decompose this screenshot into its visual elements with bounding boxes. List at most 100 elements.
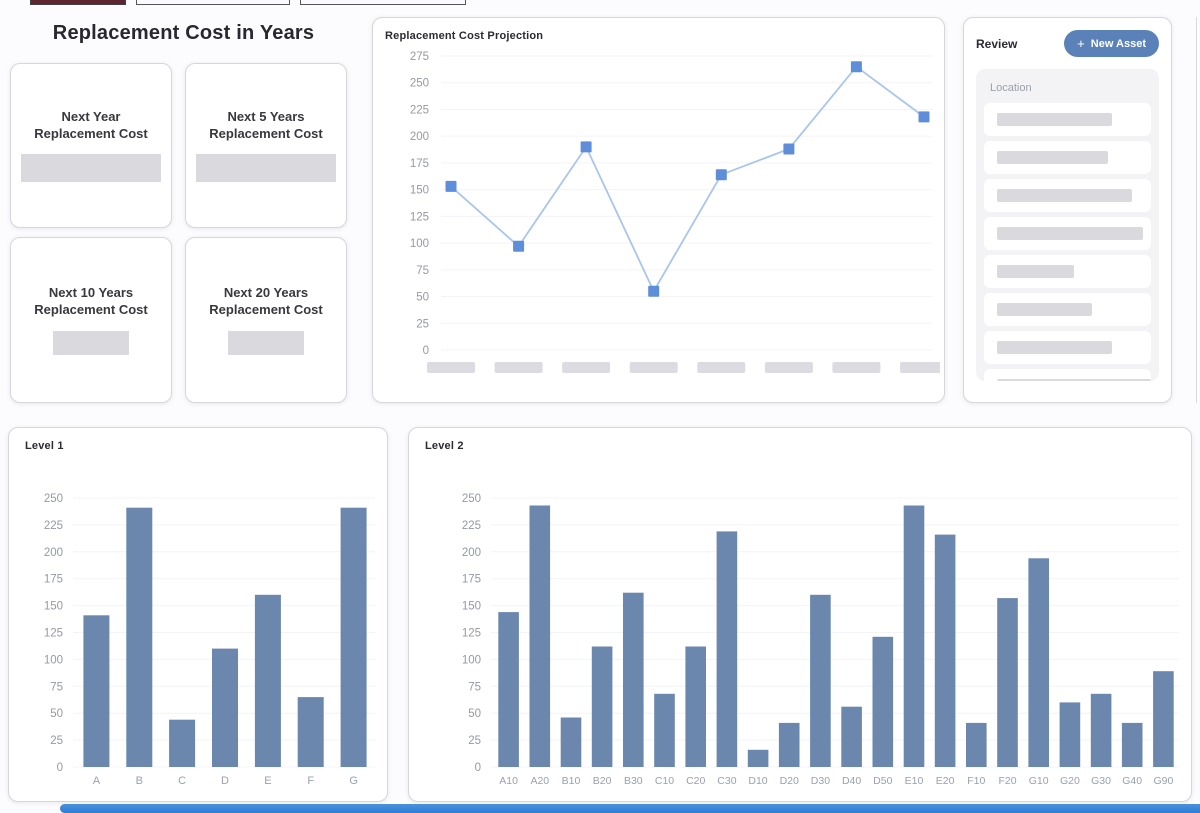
y-tick-label: 225 (462, 520, 481, 532)
redacted-location-text (997, 379, 1151, 381)
y-tick-label: 100 (462, 654, 481, 666)
x-tick-label: B (136, 775, 143, 787)
line-marker (715, 169, 727, 181)
bar (126, 507, 153, 767)
redacted-x-label (764, 362, 813, 373)
line-marker (783, 143, 795, 155)
location-row[interactable] (984, 331, 1151, 364)
bar (623, 592, 644, 767)
review-panel: Review + New Asset Location (963, 17, 1172, 403)
y-tick-label: 200 (44, 547, 63, 559)
bar (1028, 558, 1049, 767)
bar (872, 636, 894, 767)
cutoff-tab-1 (30, 0, 126, 5)
card-label: Next 20 Years Replacement Cost (209, 285, 323, 317)
bar (934, 534, 956, 767)
review-title: Review (976, 36, 1018, 51)
line-marker (513, 240, 525, 252)
line-marker (918, 111, 930, 123)
bar (212, 648, 238, 767)
y-tick-label: 225 (44, 520, 63, 532)
x-tick-label: E20 (936, 775, 955, 787)
location-row[interactable] (984, 255, 1151, 288)
plus-icon: + (1077, 36, 1085, 51)
bar (591, 646, 613, 767)
bar (997, 598, 1018, 767)
bar (966, 722, 987, 767)
redacted-x-label (562, 362, 611, 373)
bar (254, 594, 281, 767)
y-tick-label: 225 (410, 104, 429, 116)
y-tick-label: 100 (410, 238, 429, 250)
y-tick-label: 75 (50, 681, 63, 693)
y-tick-label: 150 (462, 601, 481, 613)
bar (810, 594, 831, 767)
redacted-x-label (629, 362, 678, 373)
redacted-x-label (427, 362, 475, 373)
redacted-x-label (697, 362, 746, 373)
new-asset-button-label: New Asset (1090, 37, 1146, 50)
bar (747, 749, 769, 767)
x-tick-label: G (349, 775, 358, 787)
redacted-x-label (900, 362, 940, 373)
x-tick-label: G20 (1060, 775, 1080, 787)
redacted-location-text (997, 189, 1132, 202)
adjacent-element-edge (1196, 17, 1197, 403)
redacted-location-text (997, 265, 1074, 278)
x-tick-label: B10 (562, 775, 581, 787)
level2-chart-title: Level 2 (425, 440, 464, 452)
location-row[interactable] (984, 103, 1151, 136)
y-tick-label: 75 (416, 265, 429, 277)
redacted-location-text (997, 113, 1112, 126)
y-tick-label: 0 (475, 762, 481, 774)
y-tick-label: 50 (468, 708, 481, 720)
location-row[interactable] (984, 293, 1151, 326)
redacted-x-label (832, 362, 881, 373)
line-marker (580, 141, 592, 153)
x-tick-label: G10 (1029, 775, 1049, 787)
x-tick-label: C10 (655, 775, 674, 787)
line-marker (445, 180, 457, 192)
redacted-value-placeholder (53, 330, 129, 355)
level1-chart-title: Level 1 (25, 440, 64, 452)
y-tick-label: 0 (57, 762, 63, 774)
location-row[interactable] (984, 217, 1151, 250)
y-tick-label: 100 (44, 654, 63, 666)
redacted-value-placeholder (196, 154, 336, 183)
level2-bar-chart: 0 25 50 75 100 125 150 175 200 225 250 A10 A20 B10 B20… (462, 493, 1179, 787)
x-tick-label: G90 (1153, 775, 1173, 787)
redacted-value-placeholder (21, 154, 161, 183)
bar (1121, 722, 1143, 767)
level2-panel: Level 2 0 25 50 75 100 125 150 175 200 225 250 A10 A… (408, 427, 1192, 802)
redacted-x-label (494, 362, 543, 373)
location-rows (976, 103, 1159, 381)
bar (297, 697, 324, 767)
card-next-10-years-cost: Next 10 Years Replacement Cost (10, 237, 172, 403)
bar (340, 507, 367, 767)
x-tick-label: D30 (811, 775, 830, 787)
location-row[interactable] (984, 369, 1151, 381)
bar (560, 717, 582, 767)
projection-panel: Replacement Cost Projection 0 25 50 75 100 12… (372, 17, 945, 403)
new-asset-button[interactable]: + New Asset (1064, 30, 1159, 57)
card-label: Next Year Replacement Cost (34, 108, 148, 141)
y-tick-label: 125 (462, 628, 481, 640)
card-next-20-years-cost: Next 20 Years Replacement Cost (185, 237, 347, 403)
video-progress-bar[interactable] (0, 804, 1200, 813)
x-tick-label: D10 (748, 775, 767, 787)
x-tick-label: B30 (624, 775, 643, 787)
x-tick-label: E10 (905, 775, 924, 787)
location-row[interactable] (984, 141, 1151, 174)
y-tick-label: 175 (44, 574, 63, 586)
location-row[interactable] (984, 179, 1151, 212)
bar (498, 612, 519, 767)
x-tick-label: B20 (593, 775, 612, 787)
video-progress-fill (60, 804, 1200, 813)
y-tick-label: 50 (50, 708, 63, 720)
y-tick-label: 25 (50, 735, 63, 747)
replacement-cost-projection-line-chart: 0 25 50 75 100 125 150 175 200 225 250 275 (410, 51, 940, 373)
redacted-location-text (997, 151, 1108, 164)
redacted-location-text (997, 341, 1112, 354)
line-marker (850, 61, 862, 73)
y-tick-label: 250 (44, 493, 63, 505)
